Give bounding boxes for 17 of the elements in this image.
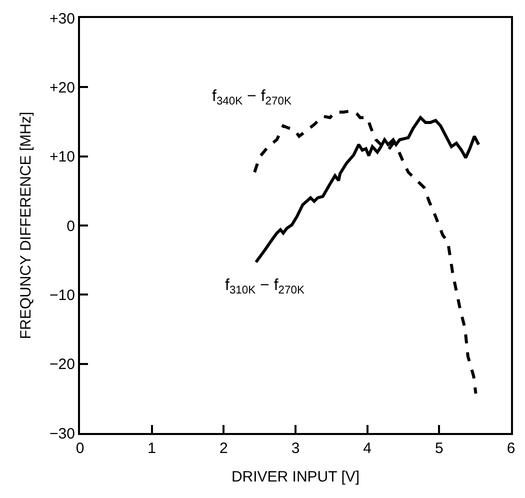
x-tick-label: 3 bbox=[291, 440, 300, 457]
y-tick-label: 0 bbox=[66, 218, 75, 235]
y-tick-label: +30 bbox=[50, 10, 75, 28]
y-tick-label: −10 bbox=[50, 286, 75, 304]
y-tick-label: +20 bbox=[50, 79, 75, 96]
x-tick-label: 5 bbox=[435, 440, 444, 457]
x-tick-label: 6 bbox=[506, 440, 516, 457]
x-axis-title: DRIVER INPUT [V] bbox=[231, 468, 360, 486]
y-axis-title: FREQUNCY DIFFERENCE [MHz] bbox=[17, 112, 34, 340]
annotation: f$_{310K}$ − f$_{270K}$ bbox=[225, 277, 305, 296]
x-tick-label: 1 bbox=[148, 440, 156, 457]
y-tick-label: +10 bbox=[50, 148, 75, 166]
y-tick-label: −20 bbox=[50, 356, 75, 374]
x-tick-label: 4 bbox=[363, 440, 372, 457]
y-tick-label: −30 bbox=[50, 425, 75, 442]
annotation: f$_{340K}$ − f$_{270K}$ bbox=[212, 88, 292, 108]
x-tick-label: 2 bbox=[220, 440, 228, 457]
